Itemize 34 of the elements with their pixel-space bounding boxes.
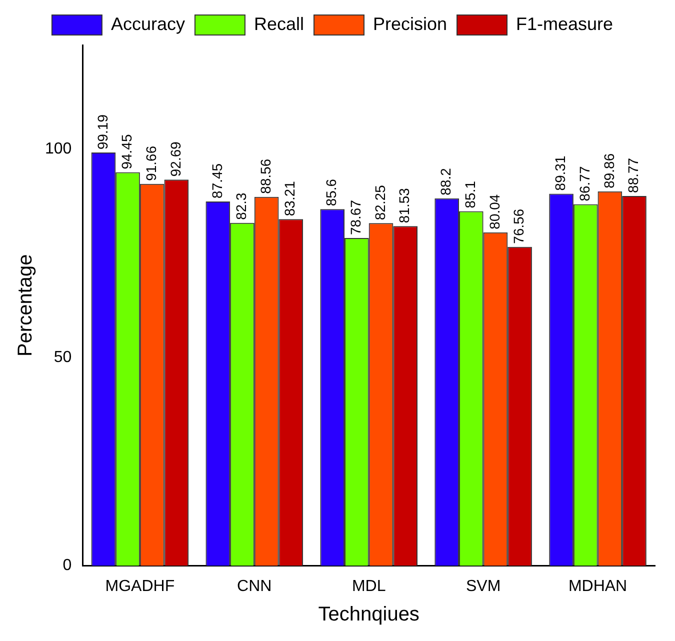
x-tick-label: MDHAN	[568, 578, 628, 595]
data-label: 99.19	[94, 114, 110, 150]
y-axis-title: Percentage	[14, 254, 37, 357]
data-label: 88.2	[438, 168, 454, 196]
y-tick-label: 0	[62, 557, 72, 574]
data-label: 86.77	[576, 166, 592, 202]
legend-label: Precision	[372, 14, 448, 34]
data-label: 89.31	[552, 155, 568, 191]
data-label: 82.25	[372, 184, 388, 220]
data-label: 87.45	[208, 163, 225, 198]
data-label: 81.53	[396, 188, 412, 224]
y-tick-label: 50	[54, 348, 72, 366]
data-label: 89.86	[600, 153, 617, 188]
x-axis-title: Technqiues	[318, 604, 420, 626]
data-label: 91.66	[142, 146, 159, 181]
data-label: 83.21	[282, 180, 298, 216]
x-tick-label: MDL	[352, 578, 386, 595]
data-label: 94.45	[118, 134, 135, 170]
legend-label: Recall	[254, 14, 304, 34]
data-label: 85.6	[323, 178, 340, 206]
x-tick-label: CNN	[237, 578, 272, 595]
data-label: 88.77	[625, 158, 642, 193]
y-tick-label: 100	[44, 140, 72, 158]
data-label: 76.56	[510, 208, 527, 244]
legend-label: F1-measure	[516, 14, 614, 34]
data-label: 78.67	[348, 200, 364, 236]
data-label: 82.3	[233, 192, 250, 220]
data-label: 80.04	[486, 194, 502, 230]
legend-label: Accuracy	[110, 14, 185, 34]
data-label: 88.56	[257, 158, 274, 194]
data-label: 92.69	[167, 141, 184, 177]
x-tick-label: SVM	[466, 578, 501, 595]
data-label: 85.1	[462, 180, 478, 208]
x-tick-label: MGADHF	[105, 578, 175, 595]
